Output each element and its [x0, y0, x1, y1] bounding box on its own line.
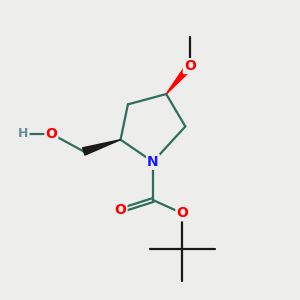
Text: O: O: [184, 59, 196, 73]
Polygon shape: [166, 64, 193, 94]
Text: O: O: [45, 127, 57, 141]
Text: H: H: [18, 127, 28, 140]
Text: O: O: [176, 206, 188, 220]
Polygon shape: [82, 140, 121, 155]
Text: O: O: [115, 203, 127, 218]
Text: N: N: [147, 155, 159, 169]
